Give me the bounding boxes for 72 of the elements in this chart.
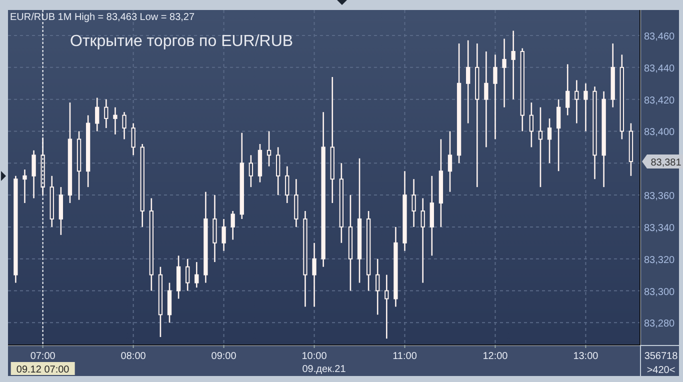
candlestick	[131, 122, 136, 156]
candlestick	[149, 198, 154, 292]
candlestick	[113, 106, 118, 136]
x-tick-label: 10:00	[302, 351, 328, 362]
x-tick-label: 07:00	[30, 351, 56, 362]
candlestick	[511, 30, 516, 100]
ref-line-label: 09.12 07:00	[16, 364, 70, 376]
candlestick	[538, 106, 543, 188]
candlestick	[266, 130, 272, 167]
candlestick	[95, 97, 100, 132]
text: 09.дек.21	[302, 364, 346, 375]
y-tick-label: 83,340	[644, 222, 676, 234]
candlestick	[574, 80, 579, 124]
candlestick	[303, 210, 308, 308]
candlestick	[348, 194, 353, 292]
candlestick	[438, 138, 444, 228]
candlestick	[448, 130, 452, 193]
text: >420<	[646, 365, 676, 376]
candlestick	[312, 242, 316, 308]
candlestick	[212, 194, 217, 263]
candlestick	[122, 111, 126, 140]
candlestick	[547, 118, 552, 164]
annotation: EUR/RUB 1M High = 83,463 Low = 83,27	[10, 12, 195, 23]
candlestick	[584, 82, 588, 132]
x-tick-label: 09:00	[211, 351, 237, 362]
text: 83,381	[650, 158, 682, 169]
y-tick-label: 83,420	[644, 95, 676, 106]
candlestick	[493, 54, 498, 140]
x-tick-label: 13:00	[573, 351, 599, 362]
candlestick	[194, 261, 199, 288]
y-tick-label: 83,460	[644, 32, 676, 43]
candlestick	[602, 90, 606, 188]
candlestick	[420, 198, 425, 284]
candlestick	[484, 50, 488, 148]
candlestick	[32, 150, 36, 199]
y-tick-label: 83,320	[644, 254, 676, 266]
candlestick	[50, 175, 54, 228]
candlestick	[22, 168, 27, 204]
candlestick	[529, 102, 534, 148]
candlestick	[475, 42, 480, 188]
y-tick-label: 83,360	[644, 191, 676, 202]
candlestick	[204, 191, 208, 284]
text: Открытие торгов по EUR/RUB	[70, 33, 294, 50]
text: 356718	[644, 351, 678, 362]
candlestick	[222, 218, 226, 252]
candlestick	[610, 42, 615, 108]
candlestick	[402, 170, 407, 252]
candlestick	[566, 64, 570, 116]
candlestick	[357, 158, 362, 284]
candlestick	[186, 258, 190, 292]
x-tick-label: 11:00	[392, 351, 418, 362]
candlestick	[285, 166, 290, 204]
candlestick	[240, 132, 244, 220]
y-tick-label: 83,400	[644, 127, 676, 138]
candlestick	[592, 86, 597, 180]
candlestick	[502, 38, 506, 108]
x-tick-label: 12:00	[482, 351, 508, 362]
candlestick	[394, 226, 398, 308]
candlestick	[376, 258, 380, 316]
candlestick	[104, 98, 108, 129]
candlestick	[330, 76, 334, 204]
candlestick	[294, 178, 298, 228]
candlestick	[412, 178, 416, 228]
x-tick-label: 08:00	[120, 351, 146, 362]
y-tick-label: 83,440	[644, 63, 676, 74]
candlestick	[321, 111, 326, 268]
candlestick	[339, 162, 344, 244]
candlestick	[466, 40, 470, 124]
y-tick-label: 83,300	[644, 286, 676, 298]
candlestick	[384, 274, 389, 340]
candlestick	[430, 175, 434, 256]
y-tick-label: 83,280	[644, 318, 676, 330]
